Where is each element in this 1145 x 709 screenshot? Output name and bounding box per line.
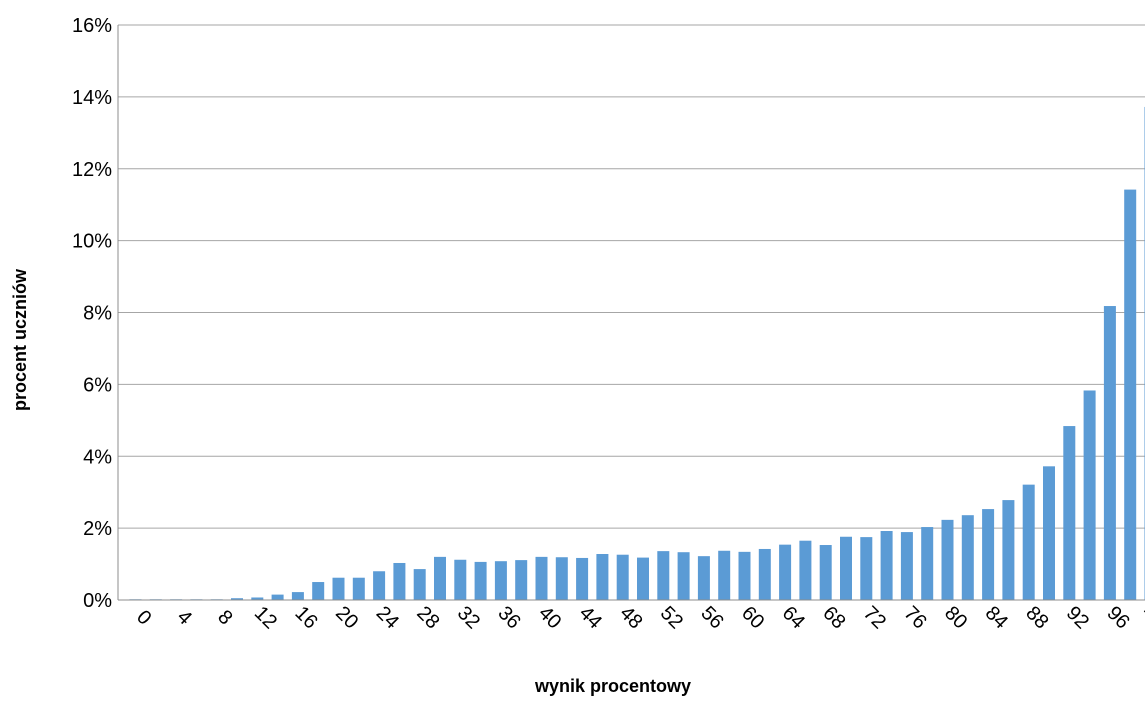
bar xyxy=(1002,500,1015,600)
bar xyxy=(982,509,995,600)
x-tick-label: 44 xyxy=(575,602,606,633)
x-tick-label: 28 xyxy=(412,602,443,633)
bar xyxy=(860,537,873,600)
bar xyxy=(738,551,751,600)
x-tick-label: 64 xyxy=(778,602,809,633)
y-axis-title: procent uczniów xyxy=(10,268,30,411)
x-tick-label: 0 xyxy=(132,606,155,629)
bar xyxy=(231,598,243,600)
bar xyxy=(393,562,406,600)
x-tick-label: 40 xyxy=(534,602,565,633)
bar xyxy=(352,577,365,600)
bar xyxy=(555,557,568,600)
bar xyxy=(961,515,974,600)
bar xyxy=(373,571,386,600)
bar xyxy=(494,561,507,600)
bar xyxy=(454,559,467,600)
y-tick-label: 2% xyxy=(83,518,112,540)
bar xyxy=(718,550,731,600)
bar xyxy=(291,592,304,600)
x-tick-label: 48 xyxy=(615,602,646,633)
x-tick-label: 32 xyxy=(453,602,484,633)
bar xyxy=(758,548,771,600)
bar xyxy=(921,527,934,600)
x-tick-label: 20 xyxy=(331,602,362,633)
bar xyxy=(819,545,832,600)
bar xyxy=(1083,390,1096,600)
bar xyxy=(941,519,954,600)
bar xyxy=(657,551,670,600)
bar xyxy=(779,544,792,600)
bar xyxy=(799,540,812,600)
bar xyxy=(251,597,264,600)
bar xyxy=(312,582,325,600)
x-tick-label: 60 xyxy=(737,602,768,633)
x-tick-label: 80 xyxy=(940,602,971,633)
x-tick-label: 72 xyxy=(859,602,890,633)
bar xyxy=(677,552,690,600)
bar xyxy=(515,560,528,600)
x-tick-label: 4 xyxy=(173,606,196,629)
x-tick-label: 96 xyxy=(1102,602,1133,633)
bar xyxy=(1022,484,1035,600)
bar xyxy=(840,536,852,600)
bar xyxy=(413,569,426,600)
bar xyxy=(1043,466,1055,600)
y-tick-label: 6% xyxy=(83,374,112,396)
bar xyxy=(434,556,446,600)
x-tick-label: 56 xyxy=(696,602,727,633)
bar xyxy=(1063,426,1076,600)
gridlines xyxy=(118,24,1145,529)
x-tick-label: 100 xyxy=(1139,598,1145,637)
y-tick-label: 8% xyxy=(83,303,112,325)
bar xyxy=(697,556,710,600)
bar xyxy=(637,557,649,600)
bar xyxy=(332,577,345,600)
x-tick-label: 76 xyxy=(899,602,930,633)
y-tick-labels: 0% 2% 4% 6% 8% 10% 12% 14% 16% xyxy=(72,15,112,612)
x-tick-label: 24 xyxy=(372,602,403,633)
y-tick-label: 0% xyxy=(83,590,112,612)
bar xyxy=(1103,306,1116,600)
bar xyxy=(596,554,609,600)
x-tick-label: 8 xyxy=(213,606,236,629)
x-tick-label: 68 xyxy=(818,602,849,633)
x-tick-label: 52 xyxy=(656,602,687,633)
y-tick-label: 16% xyxy=(72,15,112,37)
y-tick-label: 10% xyxy=(72,231,112,253)
bar xyxy=(616,554,629,600)
bar xyxy=(535,556,548,600)
x-tick-label: 92 xyxy=(1062,602,1093,633)
bar xyxy=(576,557,589,600)
y-tick-label: 14% xyxy=(72,87,112,109)
bar xyxy=(474,561,487,600)
axes xyxy=(117,25,1145,601)
y-tick-label: 4% xyxy=(83,446,112,468)
bar xyxy=(900,532,913,600)
bar xyxy=(271,594,284,600)
y-tick-label: 12% xyxy=(72,159,112,181)
x-tick-label: 88 xyxy=(1021,602,1052,633)
x-tick-labels: 0 4 8 12 16 20 24 28 32 36 40 44 48 52 56 60 64 68 72 76 80 8… xyxy=(132,598,1145,637)
x-tick-label: 12 xyxy=(250,602,281,633)
bar xyxy=(880,531,893,600)
x-tick-label: 36 xyxy=(493,602,524,633)
x-tick-label: 16 xyxy=(290,602,321,633)
x-axis-title: wynik procentowy xyxy=(534,676,691,696)
bar xyxy=(1124,189,1137,600)
bars xyxy=(129,106,1145,601)
x-tick-label: 84 xyxy=(981,602,1012,633)
